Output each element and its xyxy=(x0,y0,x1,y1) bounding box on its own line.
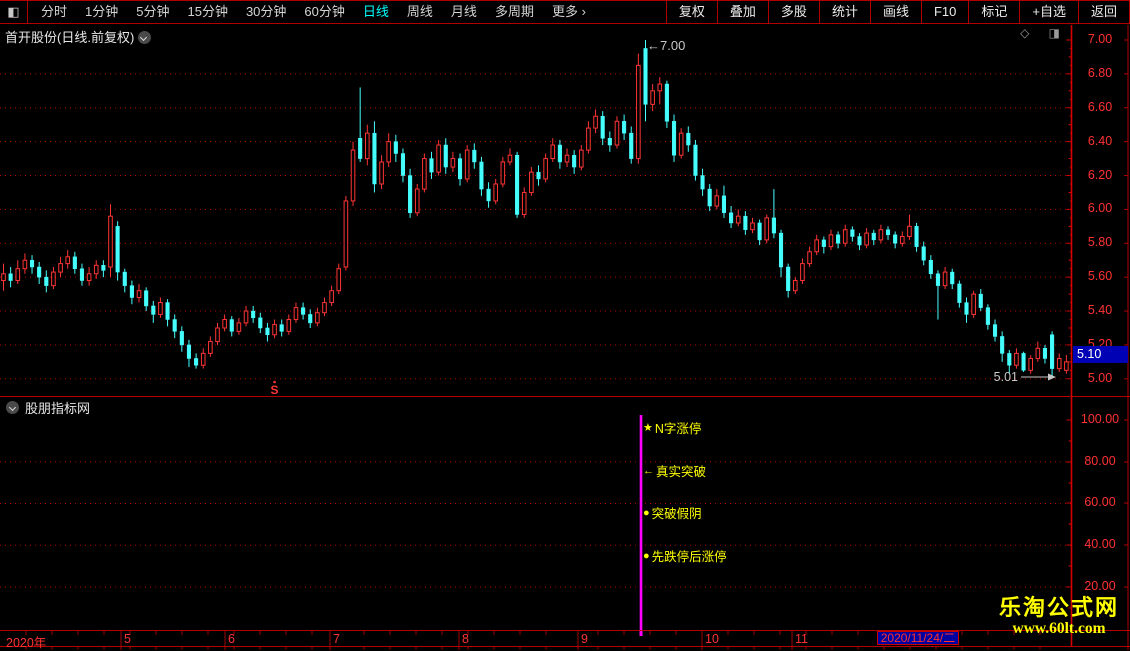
tab-period-1[interactable]: 1分钟 xyxy=(85,4,119,19)
indicator-name: 股朋指标网 xyxy=(25,401,91,416)
divider xyxy=(0,396,1130,397)
toolbar-button-5[interactable]: F10 xyxy=(920,1,968,23)
indicator-header: 股朋指标网 xyxy=(6,398,90,417)
toolbar-button-2[interactable]: 多股 xyxy=(767,1,819,23)
svg-text:←7.00: ←7.00 xyxy=(647,38,685,53)
tab-period-5[interactable]: 60分钟 xyxy=(304,4,345,19)
chart-title-row: 首开股份(日线.前复权) xyxy=(5,27,151,46)
cursor-date-badge: 2020/11/24/二 xyxy=(877,631,959,645)
toolbar-button-1[interactable]: 叠加 xyxy=(716,1,768,23)
tab-period-7[interactable]: 周线 xyxy=(406,4,433,19)
tab-period-3[interactable]: 15分钟 xyxy=(187,4,228,19)
svg-text:S: S xyxy=(271,383,279,397)
chevron-down-icon[interactable] xyxy=(137,31,151,44)
chart-title: 首开股份(日线.前复权) xyxy=(5,30,135,45)
svg-text:5.01: 5.01 xyxy=(994,370,1018,384)
divider xyxy=(0,630,1130,631)
top-toolbar: ◧ 分时 1分钟 5分钟 15分钟 30分钟 60分钟 日线 周线 月线 多周期 更多 › 复权 叠加… xyxy=(0,0,1130,24)
toolbar-button-7[interactable]: +自选 xyxy=(1019,1,1078,23)
toolbar-button-3[interactable]: 统计 xyxy=(818,1,870,23)
panel-toggle-icon[interactable]: ◧ xyxy=(0,1,28,23)
toolbar-button-8[interactable]: 返回 xyxy=(1077,1,1129,23)
toolbar-button-0[interactable]: 复权 xyxy=(665,1,717,23)
tab-period-4[interactable]: 30分钟 xyxy=(245,4,287,19)
tab-period-0[interactable]: 分时 xyxy=(41,4,68,19)
watermark-url: www.60lt.com xyxy=(1012,620,1106,637)
toolbar-button-6[interactable]: 标记 xyxy=(968,1,1019,23)
divider xyxy=(0,646,1130,647)
chart-corner-icons[interactable]: ◇ ◨ xyxy=(1020,26,1068,40)
period-tabs: 分时 1分钟 5分钟 15分钟 30分钟 60分钟 日线 周线 月线 多周期 更多 › xyxy=(28,1,595,23)
tab-period-2[interactable]: 5分钟 xyxy=(136,4,170,19)
chevron-down-icon[interactable] xyxy=(6,401,19,414)
tab-period-9[interactable]: 多周期 xyxy=(494,4,534,19)
main-chart-plot[interactable] xyxy=(0,25,1071,396)
last-price-badge: 5.10 xyxy=(1073,346,1128,363)
watermark: 乐淘公式网 www.60lt.com xyxy=(992,595,1126,638)
watermark-site-name: 乐淘公式网 xyxy=(998,595,1119,620)
tab-period-10[interactable]: 更多 › xyxy=(551,4,586,19)
tab-period-6[interactable]: 日线 xyxy=(362,4,389,19)
toolbar-right-buttons: 复权 叠加 多股 统计 画线 F10 标记 +自选 返回 xyxy=(665,1,1130,23)
toolbar-button-4[interactable]: 画线 xyxy=(869,1,921,23)
tab-period-8[interactable]: 月线 xyxy=(450,4,477,19)
indicator-plot[interactable] xyxy=(0,413,1071,630)
